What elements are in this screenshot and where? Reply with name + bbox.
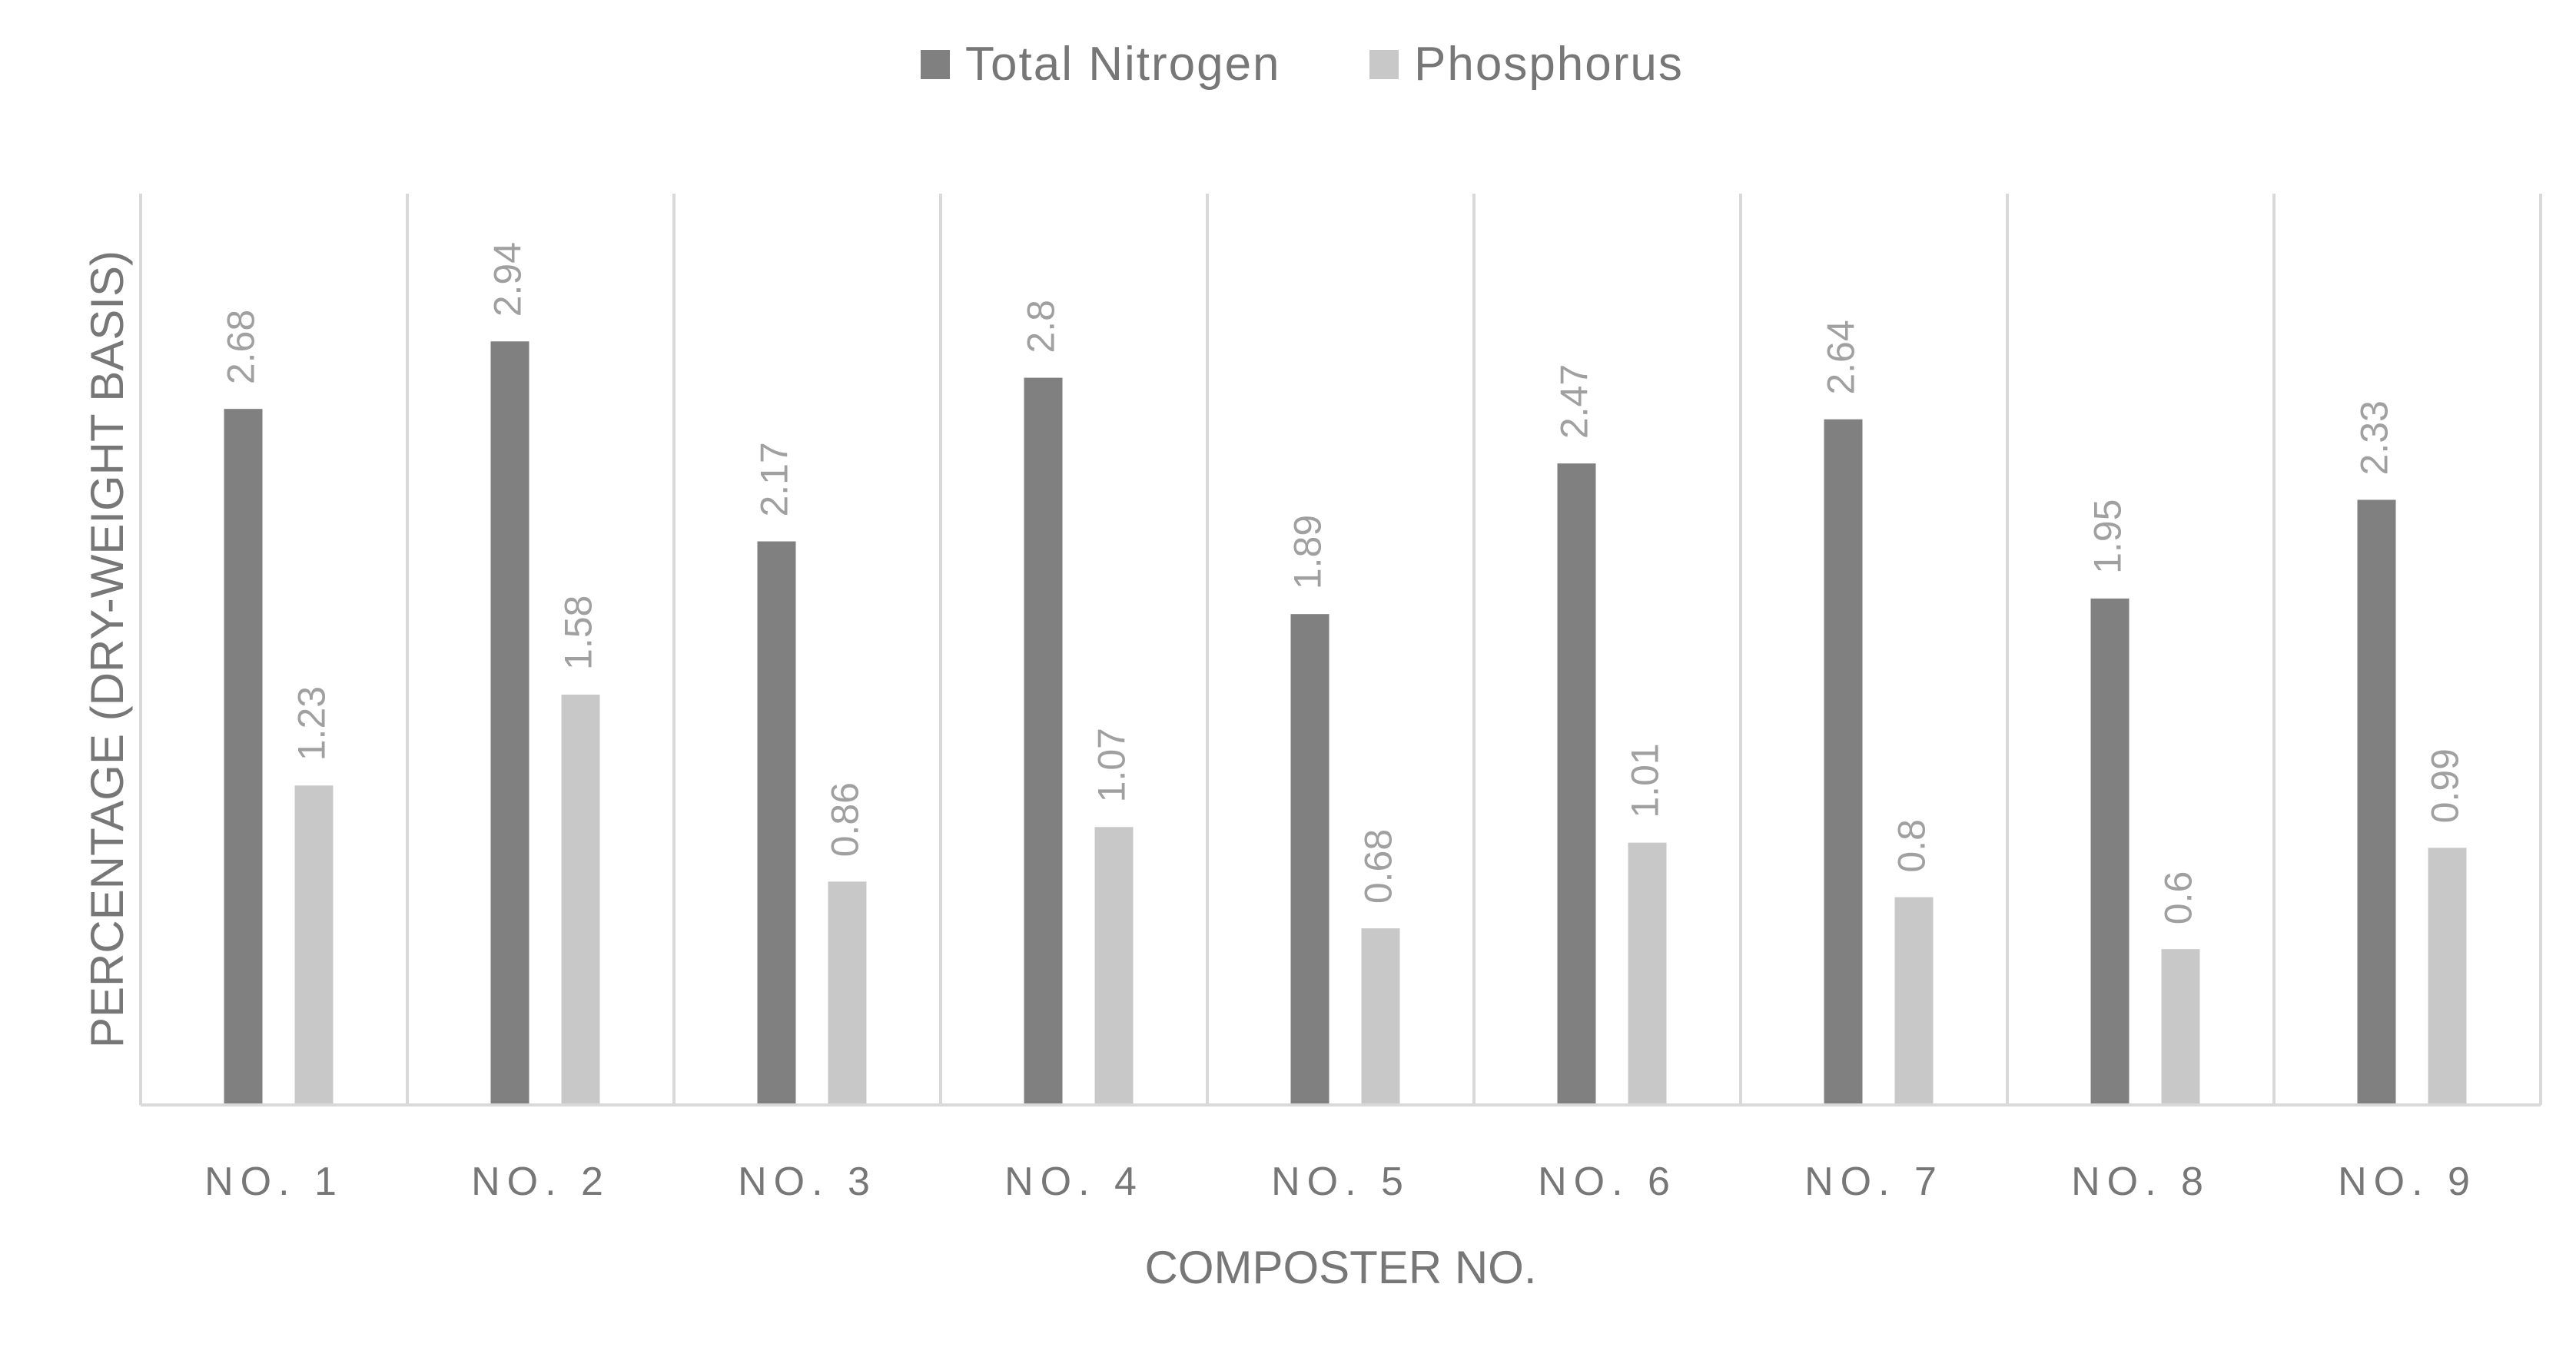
legend-swatch [921,50,950,79]
bar-total-nitrogen [1824,419,1863,1105]
data-label: 1.01 [1624,743,1667,818]
legend-swatch [1369,50,1399,79]
x-tick-label: NO. 5 [1271,1160,1410,1204]
data-label: 2.94 [486,242,529,317]
data-label: 2.8 [1020,300,1063,353]
x-tick-labels: NO. 1 NO. 2 NO. 3 NO. 4 NO. 5 NO. 6 NO. 7 NO. 8… [204,1160,2477,1204]
bar-total-nitrogen [1024,377,1063,1106]
x-tick-label: NO. 9 [2338,1160,2477,1204]
data-label: 0.6 [2157,871,2200,925]
bar-phosphorus [1094,827,1134,1105]
legend-label: Total Nitrogen [965,38,1281,91]
bar-total-nitrogen [224,409,263,1105]
data-label: 0.68 [1357,829,1400,904]
bar-total-nitrogen [1557,463,1596,1105]
bar-total-nitrogen [2090,598,2130,1105]
y-axis-title: PERCENTAGE (DRY-WEIGHT BASIS) [81,250,133,1048]
data-label: 0.8 [1891,819,1934,873]
bar-phosphorus [2428,848,2467,1105]
bar-phosphorus [1894,897,1934,1105]
data-label: 2.17 [753,442,796,516]
data-label: 1.23 [290,686,334,761]
data-label: 2.68 [220,310,263,384]
legend: Total Nitrogen Phosphorus [921,38,1684,91]
category-separators [139,194,2542,1105]
bar-phosphorus [561,694,600,1105]
bar-phosphorus [828,881,867,1105]
bar-phosphorus [2161,949,2200,1105]
bar-total-nitrogen [1290,614,1329,1105]
bar-total-nitrogen [2357,499,2396,1105]
data-label: 0.86 [824,782,867,857]
x-tick-label: NO. 3 [738,1160,877,1204]
x-tick-label: NO. 1 [204,1160,344,1204]
x-tick-label: NO. 7 [1804,1160,1944,1204]
data-label: 1.95 [2086,499,2130,574]
x-axis-title: COMPOSTER NO. [1144,1242,1536,1293]
legend-label: Phosphorus [1414,38,1684,91]
data-label: 2.47 [1553,364,1596,439]
data-label: 1.89 [1286,515,1329,589]
bars [224,341,2467,1106]
bar-phosphorus [294,785,334,1105]
data-label: 1.07 [1090,728,1134,802]
x-tick-label: NO. 8 [2071,1160,2210,1204]
data-label: 2.33 [2353,400,2396,475]
x-tick-label: NO. 2 [471,1160,610,1204]
bar-total-nitrogen [757,541,796,1105]
x-tick-label: NO. 4 [1004,1160,1144,1204]
bar-phosphorus [1361,928,1400,1105]
data-label: 0.99 [2424,748,2467,823]
bar-phosphorus [1628,842,1667,1105]
data-label: 1.58 [557,596,600,670]
x-tick-label: NO. 6 [1538,1160,1677,1204]
bar-total-nitrogen [490,341,529,1105]
data-labels: 2.68 2.94 2.17 2.8 1.89 2.47 2.64 1.95 2.33 1.23 1… [220,242,2467,924]
data-label: 2.64 [1820,320,1863,394]
